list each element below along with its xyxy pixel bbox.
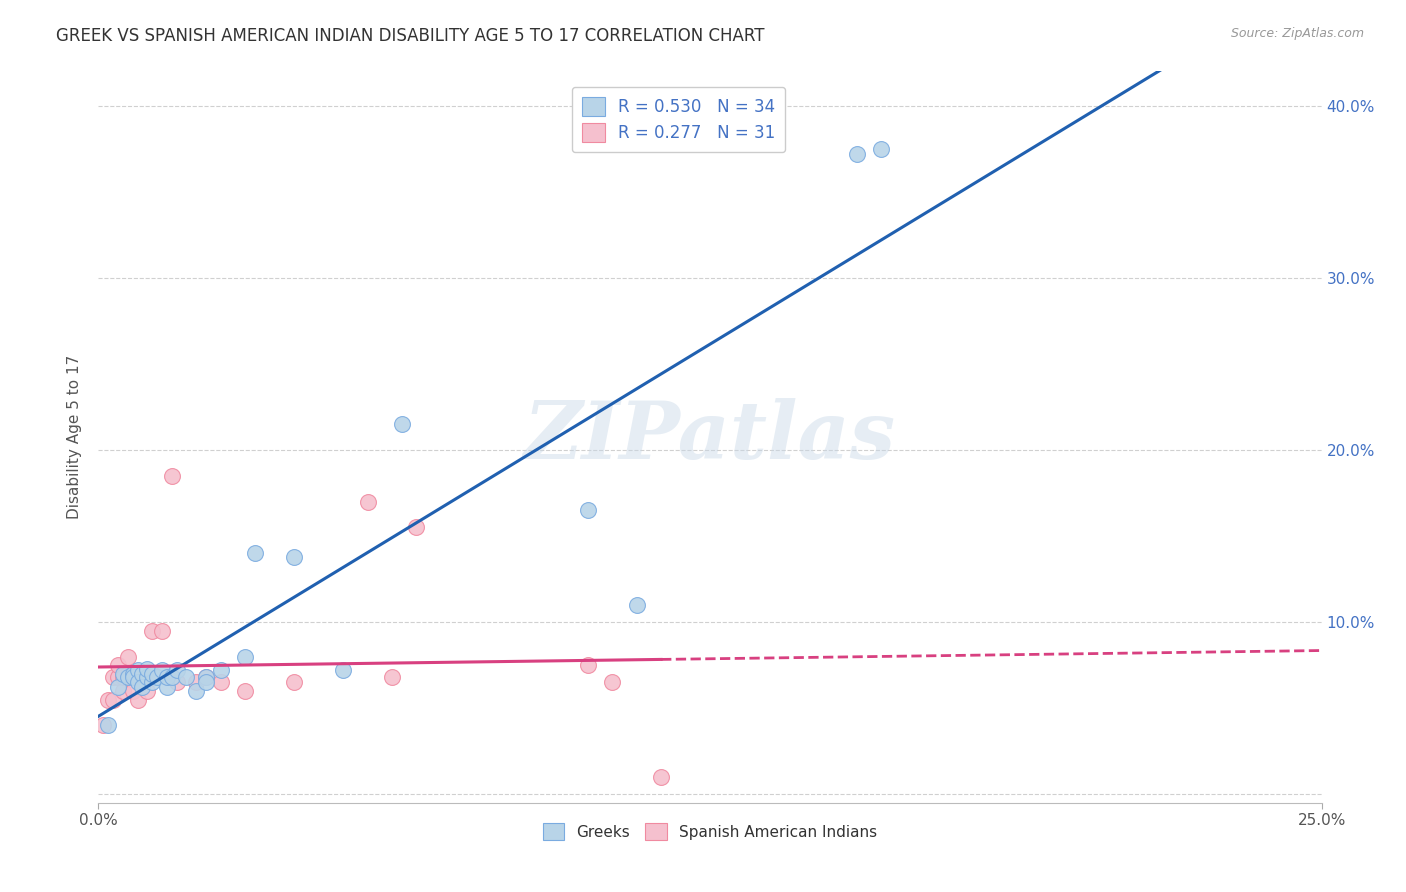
Point (283, 675, 305, 690)
Point (233, 649, 256, 664)
Point (870, 142, 893, 156)
Point (127, 663, 149, 677)
Point (195, 670, 218, 684)
Point (166, 675, 188, 690)
Point (150, 663, 173, 677)
Point (141, 675, 163, 690)
Point (136, 670, 159, 684)
Point (195, 675, 218, 690)
Point (576, 658, 599, 673)
Point (150, 624, 173, 638)
Point (141, 666, 163, 681)
Point (576, 503, 599, 517)
Point (356, 494, 378, 508)
Point (600, 675, 623, 690)
Point (186, 675, 208, 690)
Point (101, 670, 124, 684)
Point (117, 666, 139, 681)
Point (111, 684, 134, 698)
Point (136, 684, 159, 698)
Point (209, 663, 232, 677)
Point (845, 147, 868, 161)
Point (283, 549, 305, 564)
Point (117, 649, 139, 664)
Point (166, 663, 188, 677)
Point (131, 681, 153, 695)
Text: Source: ZipAtlas.com: Source: ZipAtlas.com (1230, 27, 1364, 40)
Point (101, 692, 124, 706)
Point (176, 670, 198, 684)
Point (381, 670, 404, 684)
Point (136, 662, 159, 676)
Point (146, 670, 169, 684)
Point (107, 658, 129, 673)
Point (117, 670, 139, 684)
Point (626, 598, 648, 612)
Point (141, 624, 163, 638)
Point (332, 663, 354, 677)
Point (127, 675, 149, 690)
Point (107, 670, 129, 684)
Point (405, 520, 427, 534)
Point (243, 546, 266, 560)
Point (121, 670, 143, 684)
Point (209, 675, 232, 690)
Point (111, 670, 134, 684)
Legend: Greeks, Spanish American Indians: Greeks, Spanish American Indians (537, 816, 883, 847)
Point (91, 718, 114, 732)
Point (391, 417, 413, 432)
Text: GREEK VS SPANISH AMERICAN INDIAN DISABILITY AGE 5 TO 17 CORRELATION CHART: GREEK VS SPANISH AMERICAN INDIAN DISABIL… (56, 27, 765, 45)
Point (111, 666, 134, 681)
Point (127, 692, 149, 706)
Point (160, 468, 183, 483)
Point (97, 692, 120, 706)
Point (186, 684, 208, 698)
Text: ZIPatlas: ZIPatlas (524, 399, 896, 475)
Point (136, 670, 159, 684)
Point (233, 684, 256, 698)
Point (650, 770, 672, 784)
Point (121, 684, 143, 698)
Point (195, 670, 218, 684)
Point (131, 675, 153, 690)
Point (156, 681, 179, 695)
Point (160, 670, 183, 684)
Y-axis label: Disability Age 5 to 17: Disability Age 5 to 17 (67, 355, 83, 519)
Point (156, 670, 179, 684)
Point (121, 666, 143, 681)
Point (131, 666, 153, 681)
Point (121, 670, 143, 684)
Point (97, 718, 120, 732)
Point (107, 681, 129, 695)
